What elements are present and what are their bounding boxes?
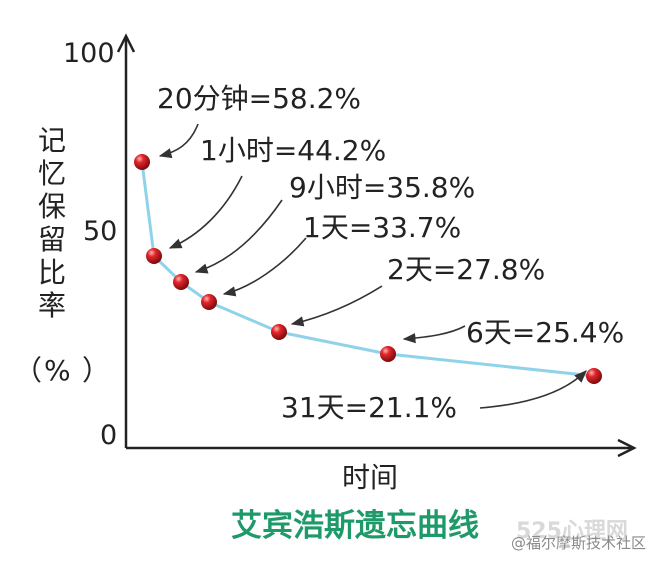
annotation-label: 1天=33.7% bbox=[303, 211, 461, 244]
annotation-arrow bbox=[158, 123, 199, 159]
y-tick-label-100: 100 bbox=[63, 38, 115, 69]
watermark-brand: 525心理网 bbox=[516, 519, 628, 544]
y-axis-label-char: 记 bbox=[38, 124, 66, 157]
data-point-marker bbox=[201, 294, 217, 310]
chart-title: 艾宾浩斯遗忘曲线 bbox=[231, 508, 479, 544]
y-axis-arrow bbox=[116, 33, 136, 53]
y-axis-label-char: 留 bbox=[38, 223, 66, 256]
series-retention bbox=[134, 154, 602, 384]
data-point-marker bbox=[173, 274, 189, 290]
annotation-arrow bbox=[479, 370, 587, 409]
annotation-label: 1小时=44.2% bbox=[200, 134, 386, 167]
data-point-marker bbox=[271, 324, 287, 340]
annotation-label: 9小时=35.8% bbox=[289, 171, 475, 204]
x-axis-arrow bbox=[617, 438, 637, 458]
axes bbox=[116, 33, 637, 458]
annotations: 20分钟=58.2% 1小时=44.2% 9小时=35.8% 1天=33.7% 2天=2… bbox=[157, 82, 624, 424]
annotation-arrow bbox=[402, 325, 466, 344]
y-axis-label-char: 保 bbox=[38, 190, 66, 223]
x-axis-label: 时间 bbox=[342, 461, 398, 494]
annotation-label: 20分钟=58.2% bbox=[157, 82, 361, 115]
y-tick-label-0: 0 bbox=[100, 420, 117, 451]
y-axis-label-char: % bbox=[44, 354, 71, 387]
watermark-text: @福尔摩斯技术社区 bbox=[511, 534, 646, 552]
y-axis-label-char: ） bbox=[82, 354, 110, 387]
annotation-label: 6天=25.4% bbox=[466, 316, 624, 349]
data-point-marker bbox=[380, 346, 396, 362]
y-axis-label-char: 忆 bbox=[38, 157, 66, 190]
y-axis-label-char: 率 bbox=[38, 289, 66, 322]
y-axis-label-char: （ bbox=[14, 354, 42, 387]
annotation-arrow bbox=[290, 285, 383, 327]
data-point-marker bbox=[586, 368, 602, 384]
data-point-marker bbox=[134, 154, 150, 170]
y-axis-label-char: 比 bbox=[38, 256, 66, 289]
y-tick-label-50: 50 bbox=[83, 216, 117, 247]
annotation-arrow bbox=[222, 237, 307, 297]
annotation-label: 31天=21.1% bbox=[281, 391, 457, 424]
data-point-marker bbox=[146, 248, 162, 264]
annotation-arrow bbox=[168, 175, 243, 249]
annotation-arrow bbox=[194, 199, 283, 274]
annotation-label: 2天=27.8% bbox=[387, 253, 545, 286]
